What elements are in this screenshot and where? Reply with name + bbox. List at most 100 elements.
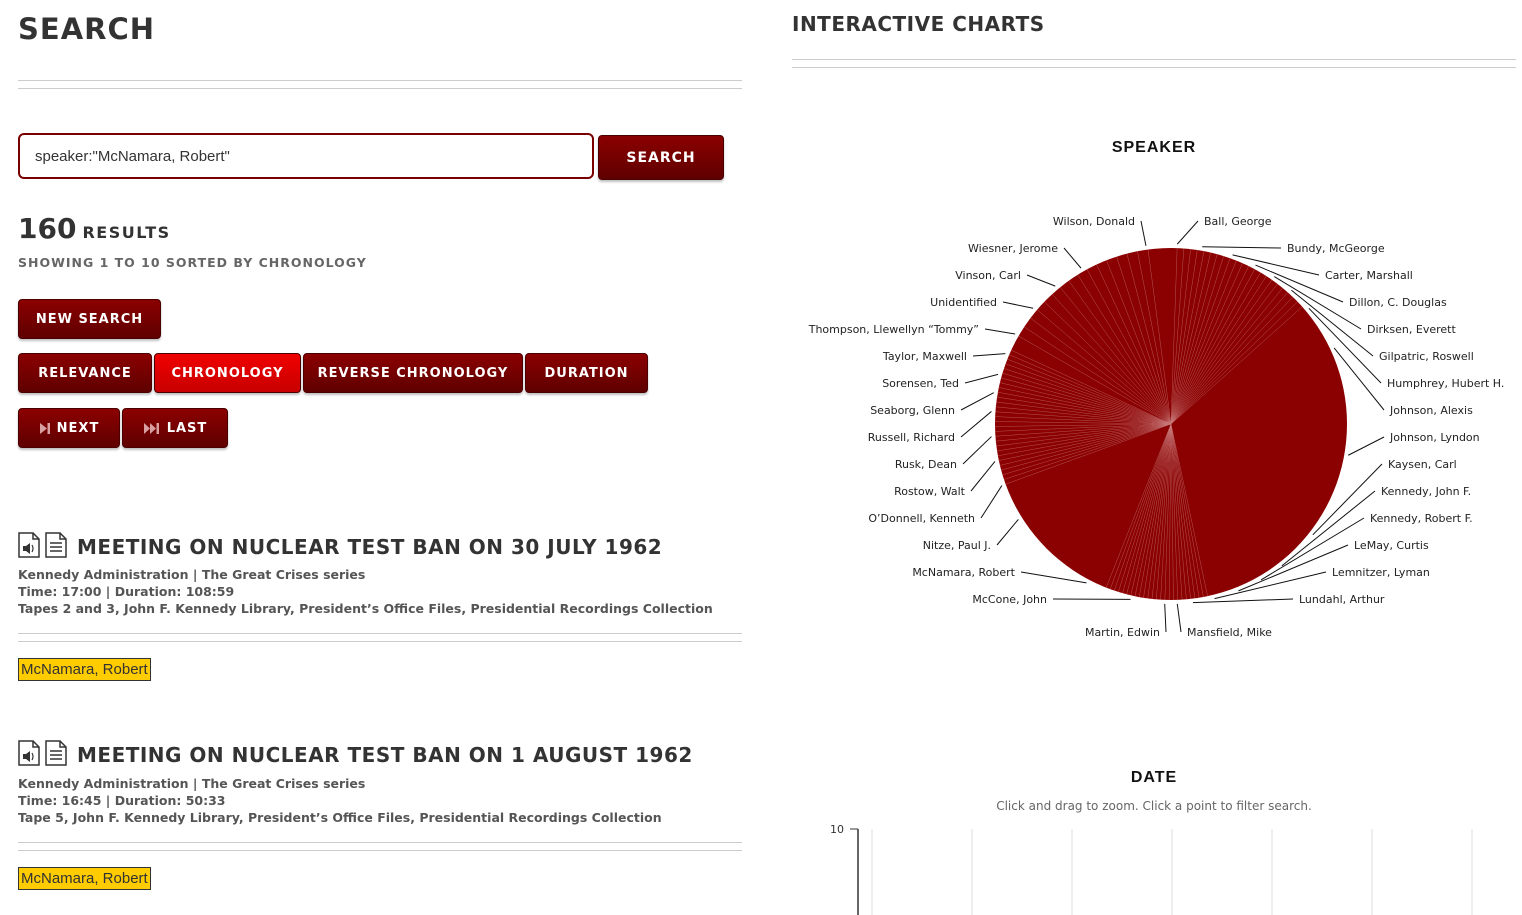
pie-leader-line: [1238, 544, 1349, 592]
pie-leader-line: [1063, 247, 1082, 269]
pie-label[interactable]: Ball, George: [1204, 215, 1272, 228]
sort-relevance-button[interactable]: RELEVANCE: [18, 353, 152, 393]
pie-label[interactable]: Bundy, McGeorge: [1287, 242, 1385, 255]
pie-label[interactable]: Wiesner, Jerome: [968, 242, 1058, 255]
pie-label[interactable]: Kaysen, Carl: [1388, 458, 1457, 471]
pie-leader-line: [1260, 517, 1365, 581]
divider: [792, 67, 1516, 68]
pie-leader-line: [1026, 274, 1056, 287]
divider: [18, 842, 742, 843]
pie-label[interactable]: Dillon, C. Douglas: [1349, 296, 1447, 309]
pie-leader-line: [972, 353, 1006, 357]
pie-leader-line: [1202, 246, 1282, 249]
pie-leader-line: [1214, 571, 1327, 600]
pie-leader-line: [1273, 276, 1362, 330]
pie-leader-line: [1348, 436, 1385, 456]
pie-leader-line: [1255, 264, 1344, 303]
pie-label[interactable]: Kennedy, John F.: [1381, 485, 1471, 498]
pie-leader-line: [1192, 598, 1294, 604]
date-chart[interactable]: 10: [792, 820, 1516, 915]
pie-leader-line: [1140, 220, 1147, 246]
divider: [18, 641, 742, 642]
pie-label[interactable]: LeMay, Curtis: [1354, 539, 1429, 552]
pie-label[interactable]: Sorensen, Ted: [882, 377, 959, 390]
pie-label[interactable]: Taylor, Maxwell: [882, 350, 967, 363]
fast-forward-icon: [143, 422, 159, 434]
pie-label[interactable]: Thompson, Llewellyn “Tommy”: [808, 323, 979, 336]
pie-label[interactable]: Dirksen, Everett: [1367, 323, 1456, 336]
divider: [18, 850, 742, 851]
pie-leader-line: [996, 519, 1019, 546]
speaker-tag[interactable]: McNamara, Robert: [18, 658, 151, 681]
pie-label[interactable]: O’Donnell, Kenneth: [868, 512, 975, 525]
pie-label[interactable]: Nitze, Paul J.: [923, 539, 991, 552]
pie-label[interactable]: Lemnitzer, Lyman: [1332, 566, 1430, 579]
pie-leader-line: [1002, 301, 1034, 309]
transcript-file-icon[interactable]: [45, 532, 67, 558]
pie-label[interactable]: Vinson, Carl: [955, 269, 1021, 282]
showing-text: SHOWING 1 TO 10 SORTED BY CHRONOLOGY: [18, 255, 367, 270]
last-button[interactable]: LAST: [122, 408, 228, 448]
pie-label[interactable]: Carter, Marshall: [1325, 269, 1413, 282]
pie-label[interactable]: Johnson, Alexis: [1389, 404, 1473, 417]
result-series: Kennedy Administration | The Great Crise…: [18, 567, 366, 582]
pie-leader-line: [984, 328, 1016, 335]
next-icon: [39, 422, 50, 434]
result-source: Tape 5, John F. Kennedy Library, Preside…: [18, 810, 662, 825]
date-chart-note: Click and drag to zoom. Click a point to…: [996, 799, 1312, 813]
pie-label[interactable]: Martin, Edwin: [1085, 626, 1160, 639]
pie-label[interactable]: McNamara, Robert: [912, 566, 1015, 579]
date-y-tick-label: 10: [830, 823, 844, 836]
pie-label[interactable]: Mansfield, Mike: [1187, 626, 1272, 639]
pie-label[interactable]: Russell, Richard: [868, 431, 955, 444]
pie-slice-boundaries: [995, 248, 1303, 600]
result-series: Kennedy Administration | The Great Crise…: [18, 776, 366, 791]
result-time: Time: 16:45 | Duration: 50:33: [18, 793, 226, 808]
pie-label[interactable]: Rostow, Walt: [894, 485, 966, 498]
pie-leader-line: [1312, 463, 1383, 536]
transcript-file-icon[interactable]: [45, 740, 67, 766]
pie-label[interactable]: Kennedy, Robert F.: [1370, 512, 1473, 525]
date-chart-title: DATE: [1130, 769, 1178, 786]
pie-label[interactable]: Seaborg, Glenn: [870, 404, 955, 417]
pie-leader-line: [970, 461, 996, 492]
pie-leader-line: [964, 373, 999, 384]
new-search-button[interactable]: NEW SEARCH: [18, 299, 161, 339]
pie-label[interactable]: Unidentified: [930, 296, 997, 309]
divider: [18, 633, 742, 634]
audio-file-icon[interactable]: [18, 532, 40, 558]
pie-label[interactable]: Wilson, Donald: [1053, 215, 1135, 228]
results-count: 160 RESULTS: [18, 212, 171, 245]
page-title: SEARCH: [18, 12, 156, 46]
search-input[interactable]: [18, 133, 594, 179]
speaker-pie-chart[interactable]: Ball, George Bundy, McGeorge Carter, Marsh…: [792, 190, 1516, 650]
result-title-link[interactable]: MEETING ON NUCLEAR TEST BAN ON 30 JULY 1…: [77, 535, 663, 559]
divider: [18, 88, 742, 89]
pie-label[interactable]: Gilpatric, Roswell: [1379, 350, 1474, 363]
pie-label[interactable]: McCone, John: [972, 593, 1047, 606]
pie-leader-line: [1281, 490, 1376, 567]
pie-leader-line: [1333, 347, 1385, 411]
result-title-link[interactable]: MEETING ON NUCLEAR TEST BAN ON 1 AUGUST …: [77, 743, 693, 767]
pie-leader-line: [960, 411, 992, 438]
sort-chronology-button[interactable]: CHRONOLOGY: [154, 353, 301, 393]
sort-duration-button[interactable]: DURATION: [525, 353, 648, 393]
pie-leader-line: [960, 392, 994, 411]
divider: [18, 80, 742, 81]
charts-title: INTERACTIVE CHARTS: [792, 12, 1045, 36]
last-label: LAST: [166, 420, 208, 436]
search-button[interactable]: SEARCH: [598, 135, 724, 180]
next-button[interactable]: NEXT: [18, 408, 120, 448]
pie-label[interactable]: Lundahl, Arthur: [1299, 593, 1385, 606]
pie-label[interactable]: Rusk, Dean: [895, 458, 957, 471]
audio-file-icon[interactable]: [18, 740, 40, 766]
pie-label[interactable]: Humphrey, Hubert H.: [1387, 377, 1504, 390]
speaker-chart-title: SPEAKER: [1111, 139, 1197, 156]
sort-reverse-chronology-button[interactable]: REVERSE CHRONOLOGY: [303, 353, 523, 393]
speaker-tag[interactable]: McNamara, Robert: [18, 867, 151, 890]
pie-label[interactable]: Johnson, Lyndon: [1389, 431, 1480, 444]
next-label: NEXT: [56, 420, 100, 436]
pie-leader-line: [1164, 603, 1167, 633]
result-source: Tapes 2 and 3, John F. Kennedy Library, …: [18, 601, 713, 616]
pie-leader-line: [1176, 220, 1199, 245]
